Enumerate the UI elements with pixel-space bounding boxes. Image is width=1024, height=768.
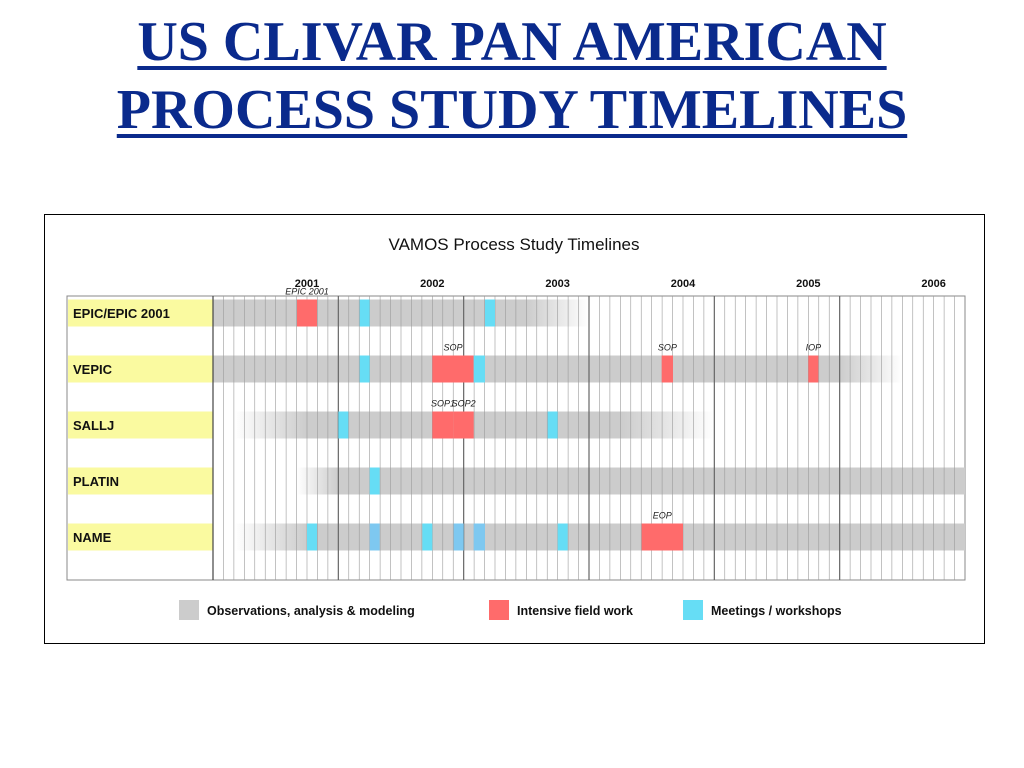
row-label-bg: [68, 299, 213, 327]
legend-swatch-field: [489, 600, 509, 620]
field-work-label: EOP: [653, 511, 672, 521]
legend-label-field: Intensive field work: [517, 604, 633, 618]
meeting-bar: [338, 411, 349, 439]
year-tick-label: 2002: [420, 278, 444, 290]
slide-title-line-1: US CLIVAR PAN AMERICAN: [137, 11, 887, 73]
meeting-bar: [547, 411, 558, 439]
row-label: VEPIC: [73, 362, 113, 377]
meeting-bar: [473, 355, 485, 383]
row-label-bg: [68, 467, 213, 495]
field-work-label: SOP: [658, 343, 677, 353]
slide-title: US CLIVAR PAN AMERICAN PROCESS STUDY TIM…: [0, 8, 1024, 144]
row-label: NAME: [73, 530, 112, 545]
timeline-chart: VAMOS Process Study Timelines EPIC/EPIC 2…: [66, 235, 966, 620]
meeting-bar: [484, 299, 495, 327]
meeting-bar: [422, 523, 433, 551]
row-label-bg: [68, 411, 213, 439]
field-work-bar: [641, 523, 683, 551]
obs-bar: [307, 523, 965, 551]
field-work-bar: [296, 299, 318, 327]
timeline-figure: VAMOS Process Study Timelines EPIC/EPIC 2…: [44, 214, 985, 644]
meeting-bar: [473, 523, 485, 551]
row-label: PLATIN: [73, 474, 119, 489]
field-work-bar: [432, 355, 474, 383]
legend: Observations, analysis & modeling Intensi…: [179, 600, 842, 620]
meeting-bar: [453, 523, 464, 551]
year-tick-label: 2005: [796, 278, 820, 290]
obs-bar-fade-in: [234, 411, 307, 439]
field-work-label: SOP: [444, 343, 463, 353]
meeting-bar: [557, 523, 568, 551]
row-label: SALLJ: [73, 418, 114, 433]
row-label: EPIC/EPIC 2001: [73, 306, 170, 321]
legend-label-meet: Meetings / workshops: [711, 604, 842, 618]
meeting-bar: [359, 355, 370, 383]
year-tick-label: 2004: [671, 278, 696, 290]
legend-swatch-obs: [179, 600, 199, 620]
field-work-bar: [453, 411, 474, 439]
legend-swatch-meet: [683, 600, 703, 620]
meeting-bar: [369, 467, 380, 495]
year-tick-label: 2001: [295, 278, 319, 290]
obs-bar-fade-in: [234, 523, 307, 551]
meeting-bar: [359, 299, 370, 327]
field-work-bar: [661, 355, 673, 383]
field-work-label: IOP: [806, 343, 822, 353]
field-work-label: SOP1: [431, 399, 455, 409]
field-work-label: EPIC 2001: [285, 287, 329, 297]
chart-title: VAMOS Process Study Timelines: [389, 235, 640, 254]
row-label-bg: [68, 355, 213, 383]
legend-label-obs: Observations, analysis & modeling: [207, 604, 415, 618]
meeting-bar: [307, 523, 318, 551]
field-work-bar: [432, 411, 454, 439]
year-tick-label: 2003: [545, 278, 569, 290]
row-label-bg: [68, 523, 213, 551]
year-tick-label: 2006: [921, 278, 945, 290]
field-work-bar: [808, 355, 819, 383]
obs-bar-fade-out: [620, 411, 715, 439]
meeting-bar: [369, 523, 380, 551]
slide-title-line-2: PROCESS STUDY TIMELINES: [116, 79, 908, 141]
field-work-label: SOP2: [452, 399, 476, 409]
